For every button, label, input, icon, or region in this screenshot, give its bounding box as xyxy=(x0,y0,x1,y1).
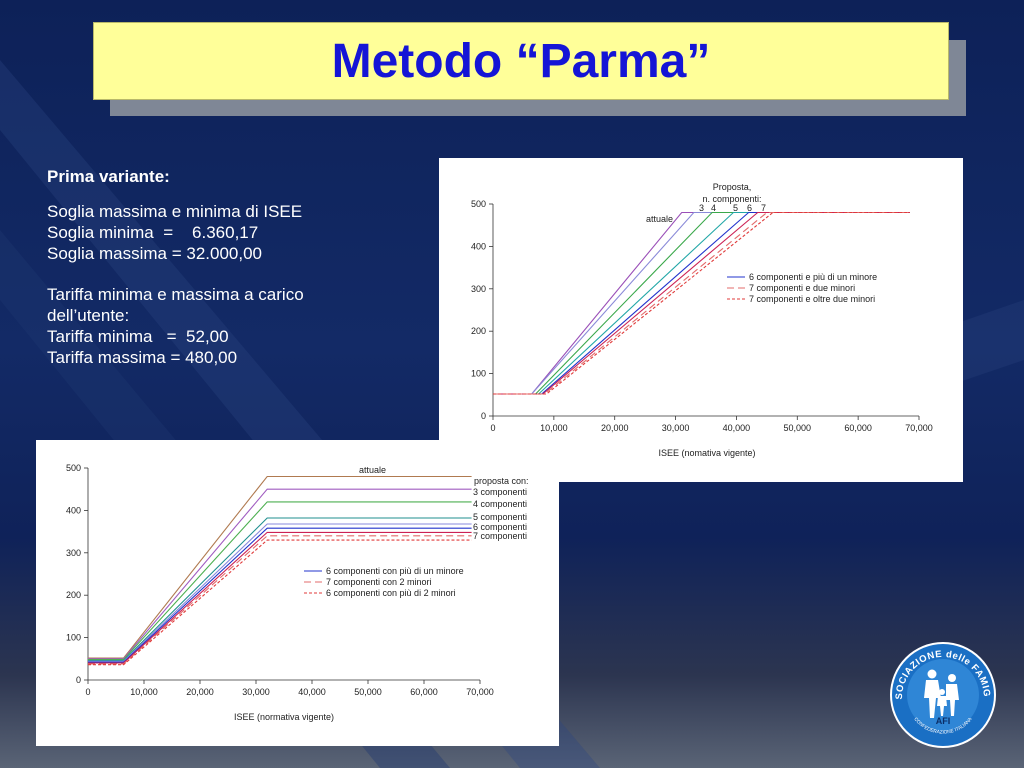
c1-ann-proposta: Proposta, xyxy=(713,182,752,192)
chart-panel-2: 0 100 200 300 400 500 0 10,000 20,000 30,000 40,00… xyxy=(36,440,559,746)
c2-ytick-label-0: 0 xyxy=(76,675,81,685)
c1-series-line-7 xyxy=(493,211,910,395)
line-b-0: Tariffa minima e massima a carico xyxy=(47,285,304,304)
c1-xtick-label-4: 40,000 xyxy=(723,423,751,433)
c2-legend-1: 7 componenti con 2 minori xyxy=(326,577,432,587)
text-block: Prima variante: Soglia massima e minima … xyxy=(47,166,427,368)
c2-series-line-1 xyxy=(88,488,472,660)
c2-ann-label-7: 7 componenti xyxy=(473,531,527,541)
c1-legend-1: 7 componenti e due minori xyxy=(749,283,855,293)
c1-xtick-label-7: 70,000 xyxy=(905,423,933,433)
c2-series-line-2 xyxy=(88,501,472,661)
c2-xtick-label-3: 30,000 xyxy=(242,687,270,697)
c2-ann-label-4: 4 componenti xyxy=(473,499,527,509)
chart-panel-1: 0 100 200 300 400 500 0 10,000 20,000 30,000 40,00… xyxy=(439,158,963,482)
c2-series-line-3 xyxy=(88,517,472,662)
c2-ann-proposta: proposta con: xyxy=(474,476,529,486)
c2-ytick-label-5: 500 xyxy=(66,463,81,473)
c2-legend-2: 6 componenti con più di 2 minori xyxy=(326,588,456,598)
c1-ann-num-3: 3 xyxy=(699,203,704,213)
c1-xtick-label-6: 60,000 xyxy=(844,423,872,433)
c1-ann-num-4: 4 xyxy=(711,203,716,213)
c2-series-line-5 xyxy=(88,527,472,663)
c1-ann-num-5: 5 xyxy=(733,203,738,213)
c2-legend: 6 componenti con più di un minore 7 comp… xyxy=(304,566,464,598)
c1-xtick-label-5: 50,000 xyxy=(784,423,812,433)
afi-logo: ASSOCIAZIONE delle FAMIGLIE AFI CONFEDER… xyxy=(888,640,996,748)
c1-ytick-label-5: 500 xyxy=(471,199,486,209)
c2-ann-label-6: 6 componenti xyxy=(473,522,527,532)
chart-2: 0 100 200 300 400 500 0 10,000 20,000 30,000 40,00… xyxy=(66,463,529,722)
c1-xtick-label-3: 30,000 xyxy=(662,423,690,433)
c2-ytick-label-4: 400 xyxy=(66,505,81,515)
c1-xtick-label-0: 0 xyxy=(490,423,495,433)
c2-xtick-label-0: 0 xyxy=(85,687,90,697)
c1-ann-num-7: 7 xyxy=(761,203,766,213)
line-a-2: Soglia massima = 32.000,00 xyxy=(47,244,262,263)
c1-ann-componenti: n. componenti: xyxy=(702,194,761,204)
c2-ytick-label-2: 200 xyxy=(66,590,81,600)
c1-legend-2: 7 componenti e oltre due minori xyxy=(749,294,875,304)
slide-title: Metodo “Parma” xyxy=(331,34,711,88)
c1-ytick-label-1: 100 xyxy=(471,369,486,379)
c2-xtick-label-2: 20,000 xyxy=(186,687,214,697)
c2-series-line-8 xyxy=(88,539,472,666)
c2-legend-0: 6 componenti con più di un minore xyxy=(326,566,464,576)
c2-xtick-label-4: 40,000 xyxy=(298,687,326,697)
c1-ytick-label-0: 0 xyxy=(481,411,486,421)
chart-1: 0 100 200 300 400 500 0 10,000 20,000 30,000 40,00… xyxy=(471,182,933,458)
c2-series-line-0 xyxy=(88,475,472,659)
c2-series-line-6 xyxy=(88,531,472,664)
c2-ytick-label-3: 300 xyxy=(66,548,81,558)
line-a-1: Soglia minima = 6.360,17 xyxy=(47,223,259,242)
line-b-3: Tariffa massima = 480,00 xyxy=(47,348,238,367)
c2-xtick-label-5: 50,000 xyxy=(354,687,382,697)
heading-prima-variante: Prima variante: xyxy=(47,167,170,186)
c1-legend-0: 6 componenti e più di un minore xyxy=(749,272,877,282)
c1-ytick-label-3: 300 xyxy=(471,284,486,294)
c1-ytick-label-2: 200 xyxy=(471,326,486,336)
line-a-0: Soglia massima e minima di ISEE xyxy=(47,202,303,221)
c2-series-line-7 xyxy=(88,535,472,665)
line-b-2: Tariffa minima = 52,00 xyxy=(47,327,229,346)
c2-xtick-label-7: 70,000 xyxy=(466,687,494,697)
c2-ytick-label-1: 100 xyxy=(66,633,81,643)
c1-ann-attuale: attuale xyxy=(646,214,673,224)
c1-xtick-label-2: 20,000 xyxy=(601,423,629,433)
line-b-1: dell’utente: xyxy=(47,306,130,325)
c2-ann-attuale: attuale xyxy=(359,465,386,475)
c1-legend: 6 componenti e più di un minore 7 compon… xyxy=(727,272,877,304)
c2-xtick-label-6: 60,000 xyxy=(410,687,438,697)
c1-xlabel: ISEE (nomativa vigente) xyxy=(658,448,755,458)
c1-ytick-label-4: 400 xyxy=(471,241,486,251)
c1-ann-num-6: 6 xyxy=(747,203,752,213)
logo-text-mid: AFI xyxy=(936,716,951,726)
c1-xtick-label-1: 10,000 xyxy=(540,423,568,433)
c2-xlabel: ISEE (normativa vigente) xyxy=(234,712,334,722)
c2-ann-label-5: 5 componenti xyxy=(473,512,527,522)
c2-series-line-4 xyxy=(88,523,472,662)
title-box: Metodo “Parma” xyxy=(93,22,949,100)
c2-ann-label-3: 3 componenti xyxy=(473,487,527,497)
c2-xtick-label-1: 10,000 xyxy=(130,687,158,697)
